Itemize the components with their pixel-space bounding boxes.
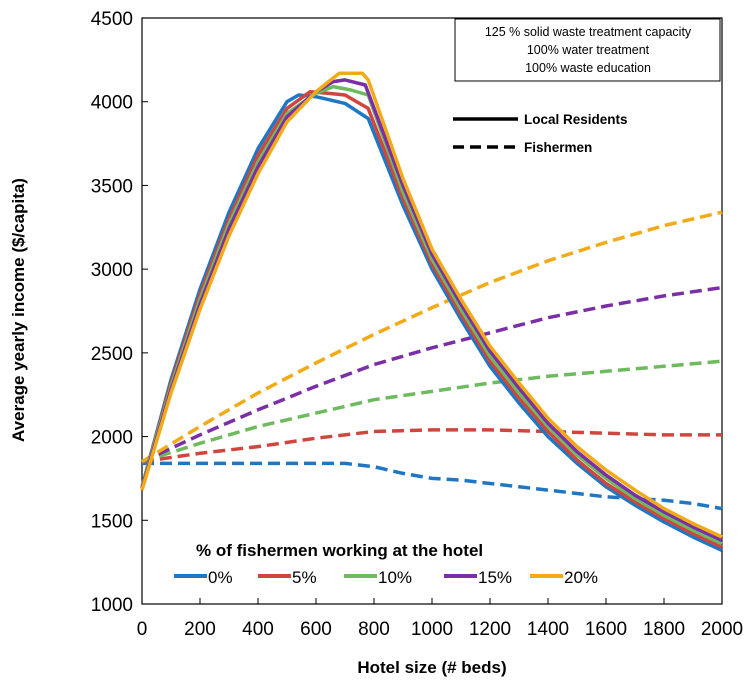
x-tick-label: 400 xyxy=(242,619,274,640)
series-line-local-residents-5pct xyxy=(140,89,723,549)
series-line-fishermen-20pct xyxy=(141,210,723,464)
series-line-local-residents-20pct xyxy=(140,71,723,539)
y-tick-label: 1000 xyxy=(91,595,133,616)
x-tick-label: 2000 xyxy=(701,619,743,640)
series-line-fishermen-15pct xyxy=(141,285,723,464)
legend-label-15pct: 15% xyxy=(478,568,512,587)
y-tick-label: 4000 xyxy=(91,93,133,114)
x-tick-label: 800 xyxy=(358,619,390,640)
legend-label-5pct: 5% xyxy=(292,568,317,587)
x-axis-title: Hotel size (# beds) xyxy=(357,658,506,677)
legend-title: % of fishermen working at the hotel xyxy=(196,541,483,560)
y-tick-label: 1500 xyxy=(91,511,133,532)
condition-annotation-box: 125 % solid waste treatment capacity 100… xyxy=(454,18,721,82)
color-legend: 0% 5% 10% 15% 20% xyxy=(174,568,598,587)
series-line-local-residents-15pct xyxy=(140,78,723,542)
x-tick-label: 1200 xyxy=(469,619,511,640)
legend-label-20pct: 20% xyxy=(564,568,598,587)
x-tick-label: 1400 xyxy=(527,619,569,640)
legend-label-10pct: 10% xyxy=(378,568,412,587)
x-tick-label: 1600 xyxy=(585,619,627,640)
x-tick-label: 0 xyxy=(137,619,148,640)
series-line-fishermen-10pct xyxy=(141,359,723,464)
line-style-legend: Local Residents Fishermen xyxy=(453,112,628,155)
series-line-local-residents-10pct xyxy=(140,84,723,546)
series-line-fishermen-5pct xyxy=(141,428,722,464)
annotation-box-border xyxy=(454,18,721,82)
x-tick-label: 600 xyxy=(300,619,332,640)
legend-local-residents: Local Residents xyxy=(524,112,628,127)
y-tick-label: 3500 xyxy=(91,176,133,197)
y-axis: 1000 1500 2000 2500 3000 3500 4000 4500 xyxy=(91,9,148,616)
y-tick-label: 4500 xyxy=(91,9,133,30)
series-layer xyxy=(140,71,723,552)
legend-label-0pct: 0% xyxy=(208,568,233,587)
annotation-line-3: 100% waste education xyxy=(525,61,651,75)
y-tick-label: 3000 xyxy=(91,260,133,281)
legend-fishermen: Fishermen xyxy=(524,140,592,155)
annotation-line-1: 125 % solid waste treatment capacity xyxy=(485,25,692,39)
series-line-local-residents-0pct xyxy=(140,93,723,552)
y-axis-title: Average yearly income ($/capita) xyxy=(9,178,28,442)
annotation-line-2: 100% water treatment xyxy=(527,43,650,57)
y-tick-label: 2500 xyxy=(91,344,133,365)
x-tick-label: 1800 xyxy=(643,619,685,640)
x-tick-label: 1000 xyxy=(411,619,453,640)
x-tick-label: 200 xyxy=(184,619,216,640)
x-axis: 0 200 400 600 800 1000 1200 1400 1600 1800 2000 xyxy=(137,598,743,640)
y-tick-label: 2000 xyxy=(91,428,133,449)
series-line-fishermen-0pct xyxy=(142,461,723,511)
